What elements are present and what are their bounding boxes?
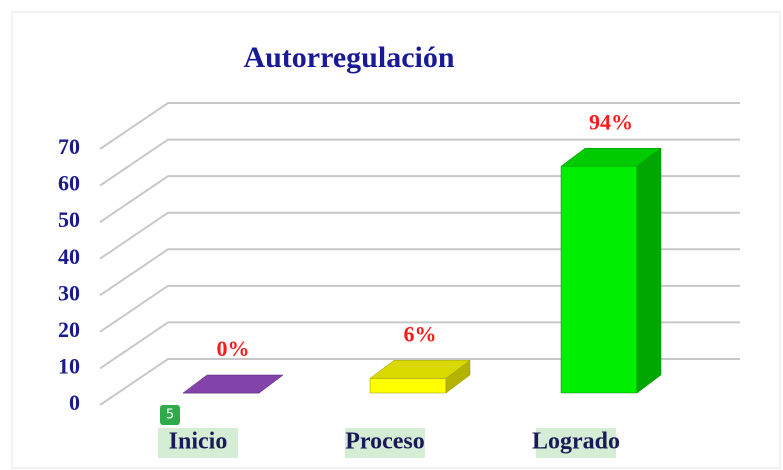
- y-tick-label: 30: [58, 280, 80, 305]
- bar-face: [369, 360, 471, 379]
- grid-line: [99, 102, 740, 150]
- data-label: 94%: [589, 109, 633, 134]
- bar-face: [636, 147, 662, 394]
- badge-bg: [160, 405, 180, 425]
- y-tick-label: 50: [58, 207, 80, 232]
- y-tick-label: 0: [69, 390, 80, 415]
- grid-line: [99, 284, 740, 333]
- y-tick-label: 40: [58, 244, 80, 269]
- data-label: 0%: [217, 336, 250, 361]
- x-tick-label: Logrado: [532, 429, 620, 455]
- y-tick-label: 20: [58, 317, 80, 342]
- y-tick-label: 70: [58, 134, 80, 159]
- chart-title: Autorregulación: [243, 41, 454, 74]
- x-tick-label: Inicio: [169, 429, 228, 455]
- grid-line: [99, 358, 740, 406]
- bar: [560, 147, 662, 394]
- bar-face: [560, 166, 638, 394]
- bar-face: [182, 374, 284, 394]
- category-bg: [536, 428, 616, 458]
- y-tick-label: 10: [58, 353, 80, 378]
- grid-line: [99, 321, 740, 370]
- data-label: 6%: [404, 321, 437, 346]
- category-bg: [345, 428, 425, 458]
- y-tick-label: 60: [58, 171, 80, 196]
- bar: [182, 374, 284, 394]
- grid-line: [99, 138, 740, 187]
- bar: [369, 359, 471, 394]
- grid-line: [99, 211, 740, 260]
- x-tick-label: Proceso: [345, 429, 425, 455]
- bar-face: [369, 378, 447, 394]
- bar-face: [560, 148, 662, 167]
- grid-line: [99, 248, 740, 297]
- category-bg: [158, 428, 238, 458]
- badge: 5: [166, 408, 174, 423]
- grid-line: [99, 175, 740, 223]
